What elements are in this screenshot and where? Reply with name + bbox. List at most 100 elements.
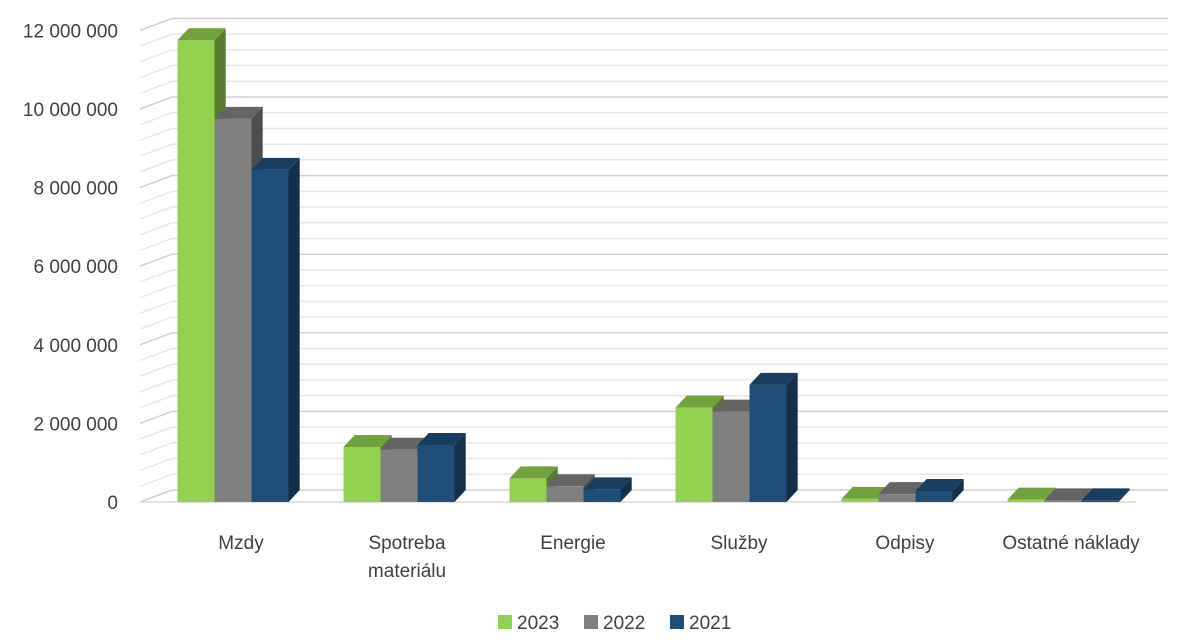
legend-label: 2021 [689, 613, 731, 634]
bar-front [417, 445, 455, 502]
bar-top [343, 434, 392, 447]
gridline-side [139, 64, 173, 79]
gridline-side [139, 222, 173, 236]
bar-top [1081, 488, 1130, 501]
gridline-side [139, 284, 173, 299]
gridline-side [139, 473, 173, 487]
bar [749, 372, 798, 502]
x-tick-label-line: Mzdy [218, 533, 264, 554]
bar-top [177, 28, 226, 41]
gridline-side [139, 269, 173, 283]
bar [915, 478, 964, 502]
y-tick-label: 4 000 000 [33, 336, 118, 357]
gridline-side [139, 253, 173, 267]
gridline-side [139, 332, 173, 346]
bar-front [546, 486, 584, 502]
bar-front [177, 40, 215, 502]
bar-top [214, 106, 263, 119]
y-tick-label: 12 000 000 [23, 21, 118, 42]
bar [417, 433, 466, 502]
bar-front [509, 478, 547, 502]
bar-top [546, 474, 595, 487]
x-tick-label-line: Služby [710, 533, 768, 554]
bar-front [675, 407, 713, 502]
gridline-side [139, 174, 173, 189]
gridline-side [139, 442, 173, 456]
bar [1081, 488, 1130, 502]
gridline-side [139, 363, 173, 377]
y-tick-label: 0 [107, 493, 118, 514]
x-tick-label: Služby [710, 533, 768, 554]
gridline-side [139, 96, 173, 110]
bar [583, 477, 632, 502]
bar-front [878, 494, 916, 502]
gridline-side [139, 237, 173, 252]
x-tick-label: Spotreba materiálu [368, 533, 446, 582]
gridline-side [139, 410, 173, 425]
y-tick-label: 10 000 000 [23, 100, 118, 121]
bar-top [509, 466, 558, 479]
gridline-side [139, 300, 173, 315]
gridline-side [139, 80, 173, 94]
x-tick-label-line: Energie [540, 533, 606, 554]
legend-swatch [584, 615, 598, 629]
gridline-side [139, 159, 173, 173]
gridline-side [139, 127, 173, 142]
gridline-side [139, 143, 173, 157]
bar-front [343, 446, 381, 502]
bar-top [749, 372, 798, 385]
bar-top [251, 157, 300, 170]
bar-side [786, 372, 798, 502]
legend-item: 2023 [498, 613, 559, 634]
gridline-side [139, 489, 173, 503]
gridline-side [139, 190, 173, 205]
bar-side [454, 433, 466, 502]
gridline-side [139, 17, 173, 32]
x-tick-label-line: Spotreba [368, 533, 446, 554]
legend-swatch [498, 615, 512, 629]
x-axis-ticks: Mzdy Spotreba materiálu Energie Služby Odpisy… [218, 533, 1140, 582]
bar-front [712, 411, 750, 502]
bar [251, 157, 300, 503]
bar-top [915, 478, 964, 491]
bar-front [915, 490, 953, 502]
x-tick-label-line: materiálu [368, 561, 446, 582]
bar-top [380, 437, 429, 450]
bar-top [712, 399, 761, 412]
bar-front [1081, 500, 1119, 502]
bar-side [1118, 488, 1130, 502]
gridline-side [139, 49, 173, 63]
x-tick-label: Energie [540, 533, 606, 554]
x-tick-label-line: Odpisy [875, 533, 935, 554]
bar-front [1007, 499, 1045, 502]
gridline-side [139, 379, 173, 393]
gridlines [139, 17, 1168, 503]
legend-item: 2022 [584, 613, 645, 634]
bars [177, 28, 1130, 503]
legend-label: 2022 [603, 613, 645, 634]
bar-side [620, 477, 632, 502]
bar-front [1044, 500, 1082, 502]
legend-label: 2023 [517, 613, 559, 634]
gridline-side [139, 112, 173, 126]
bar-top [841, 486, 890, 499]
bar-side [288, 157, 300, 503]
legend-swatch [670, 615, 684, 629]
legend: 2023 2022 2021 [498, 613, 731, 634]
bar-front [841, 498, 879, 502]
bar-front [583, 489, 621, 502]
bar-front [251, 169, 289, 503]
gridline-side [139, 316, 173, 330]
bar-top [878, 482, 927, 495]
bar-front [380, 449, 418, 502]
bar-front [749, 384, 787, 502]
bar-top [583, 477, 632, 490]
gridline-side [139, 33, 173, 47]
gridline-side [139, 206, 173, 220]
x-tick-label: Mzdy [218, 533, 264, 554]
legend-item: 2021 [670, 613, 731, 634]
bar-top [417, 433, 466, 446]
gridline-side [139, 457, 173, 472]
